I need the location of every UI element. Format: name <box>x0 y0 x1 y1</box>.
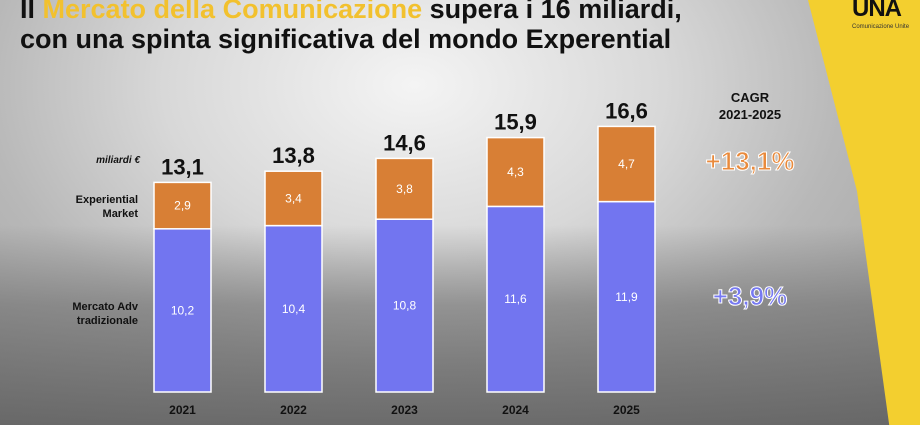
total-label: 14,6 <box>383 130 426 155</box>
title-text: Il <box>20 0 43 24</box>
segment-label: 3,8 <box>396 182 413 196</box>
x-tick-label: 2023 <box>391 403 418 417</box>
cagr-tradizionale: +3,9% <box>713 281 787 311</box>
una-logo: UNA <box>852 0 902 22</box>
bar-segment-experiential <box>486 136 545 208</box>
segment-label: 2,9 <box>174 199 191 213</box>
bar-segment-tradizionale <box>375 218 434 393</box>
series-label-tradizionale: Mercato Adv <box>72 301 138 313</box>
slide-title: Il Mercato della Comunicazione supera i … <box>20 0 682 54</box>
bar-segment-tradizionale <box>597 200 656 393</box>
series-label-experiential: Market <box>103 208 139 220</box>
title-text: supera i 16 miliardi, <box>422 0 682 24</box>
x-tick-label: 2022 <box>280 403 307 417</box>
bar-segment-tradizionale <box>264 224 323 393</box>
segment-label: 11,6 <box>504 292 527 306</box>
segment-label: 10,4 <box>282 302 306 316</box>
bar-segment-experiential <box>264 170 323 227</box>
segment-label: 4,7 <box>618 157 635 171</box>
series-label-tradizionale: tradizionale <box>77 315 138 327</box>
total-label: 16,6 <box>605 98 648 123</box>
segment-label: 11,9 <box>615 290 638 304</box>
title-highlight: Mercato della Comunicazione <box>42 0 423 24</box>
x-tick-label: 2024 <box>502 403 529 417</box>
bar-segment-experiential <box>597 125 656 203</box>
total-label: 15,9 <box>494 110 537 135</box>
bar-segment-tradizionale <box>486 205 545 393</box>
bar-segment-tradizionale <box>153 228 212 393</box>
series-label-experiential: Experiential <box>76 194 138 206</box>
x-tick-label: 2025 <box>613 403 640 417</box>
logo-subtitle: Comunicazione Unite <box>852 24 910 30</box>
unit-label: miliardi € <box>96 155 140 166</box>
title-line-2: con una spinta significativa del mondo E… <box>20 24 672 54</box>
bar-segment-experiential <box>153 181 212 230</box>
segment-label: 3,4 <box>285 191 302 205</box>
bar-segment-experiential <box>375 157 434 220</box>
cagr-title: 2021-2025 <box>719 107 781 122</box>
segment-label: 10,2 <box>171 303 195 317</box>
cagr-title: CAGR <box>731 90 770 105</box>
x-tick-label: 2021 <box>169 403 196 417</box>
total-label: 13,8 <box>272 143 315 168</box>
segment-label: 10,8 <box>393 299 417 313</box>
cagr-experiential: +13,1% <box>706 146 795 176</box>
total-label: 13,1 <box>161 154 204 179</box>
segment-label: 4,3 <box>507 165 524 179</box>
